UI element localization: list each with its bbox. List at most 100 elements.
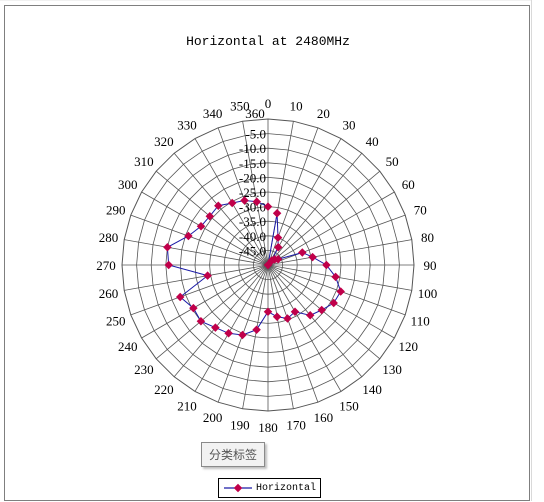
legend-label: Horizontal — [256, 482, 317, 494]
angle-spoke — [141, 191, 269, 266]
radial-tick-label: -10.0 — [239, 141, 266, 156]
right-scroll-region — [531, 0, 544, 501]
angle-tick-label: 20 — [317, 106, 330, 121]
angle-spoke — [267, 214, 406, 266]
radar-chart: -5.0-10.0-15.0-20.0-25.0-30.0-35.0-40.0-… — [96, 96, 437, 435]
angle-spoke — [217, 127, 269, 266]
angle-tick-label: 220 — [154, 382, 174, 397]
data-point — [272, 312, 282, 322]
angle-spoke — [173, 264, 269, 378]
angle-spoke — [267, 138, 342, 266]
angle-tick-label: 320 — [154, 134, 174, 149]
data-point — [273, 243, 283, 252]
angle-tick-label: 250 — [106, 313, 126, 328]
angle-tick-label: 260 — [99, 286, 119, 301]
data-point — [331, 272, 340, 282]
angle-spoke — [130, 264, 269, 316]
data-point — [263, 202, 273, 211]
angle-spoke — [267, 191, 395, 266]
radial-tick-label: -45.0 — [239, 243, 266, 258]
angle-tick-label: 170 — [286, 418, 306, 433]
angle-tick-label: 80 — [421, 230, 434, 245]
angle-spoke — [267, 264, 412, 291]
angle-tick-label: 230 — [134, 362, 154, 377]
chart-area[interactable]: -5.0 -10.0 -15.0 -20.0 -25.0 -30.0 -35.0 -40.0-… — [4, 5, 530, 501]
radial-tick-label: -15.0 — [239, 156, 266, 171]
angle-tick-label: 90 — [424, 258, 437, 273]
data-point — [196, 317, 206, 326]
angle-spoke — [141, 264, 269, 339]
angle-tick-label: 240 — [118, 339, 138, 354]
angle-spoke — [173, 152, 269, 266]
angle-spoke — [267, 127, 319, 266]
data-point — [175, 292, 185, 302]
data-point — [273, 254, 283, 264]
angle-tick-label: 140 — [362, 382, 382, 397]
angle-tick-label: 300 — [118, 177, 138, 192]
chart-title: Horizontal at 2480MHz — [186, 34, 350, 49]
angle-tick-label: 350 — [230, 99, 250, 114]
angle-tick-label: 210 — [177, 398, 197, 413]
angle-tick-label: 60 — [402, 177, 415, 192]
angle-tick-label: 180 — [258, 420, 278, 435]
data-point — [252, 197, 262, 206]
angle-spoke — [124, 264, 269, 291]
data-point — [305, 311, 315, 320]
data-point — [290, 307, 300, 317]
data-point — [211, 323, 220, 332]
legend-marker-icon — [224, 483, 252, 493]
angle-spoke — [267, 264, 319, 403]
angle-tick-label: 290 — [106, 203, 126, 218]
angle-tick-label: 0 — [265, 96, 272, 111]
angle-tick-label: 330 — [177, 118, 197, 133]
angle-spoke — [267, 170, 381, 266]
radial-tick-label: -5.0 — [245, 127, 266, 142]
data-point — [227, 198, 237, 208]
angle-tick-label: 50 — [386, 154, 399, 169]
angle-spoke — [242, 264, 269, 409]
data-point — [329, 298, 338, 308]
data-point — [317, 305, 326, 315]
data-point — [240, 196, 249, 205]
radial-tick-label: -20.0 — [239, 170, 266, 185]
data-point — [214, 201, 223, 210]
category-label-tooltip: 分类标签 — [201, 442, 266, 467]
data-point — [205, 211, 215, 221]
data-point — [273, 233, 283, 242]
data-point — [184, 231, 193, 241]
angle-spoke — [130, 214, 269, 266]
angle-tick-label: 160 — [314, 410, 334, 425]
radial-tick-label: -35.0 — [239, 214, 266, 229]
data-point — [203, 271, 212, 280]
angle-spoke — [267, 152, 363, 266]
angle-tick-label: 30 — [343, 118, 356, 133]
angle-spoke — [267, 264, 406, 316]
angle-tick-label: 150 — [339, 398, 359, 413]
data-point — [263, 307, 273, 316]
data-point — [308, 252, 317, 262]
angle-tick-label: 310 — [134, 154, 154, 169]
radial-tick-label: -25.0 — [239, 185, 266, 200]
data-point — [164, 260, 173, 270]
data-point — [196, 222, 206, 231]
data-point — [283, 314, 292, 323]
data-point — [238, 330, 247, 340]
angle-tick-label: 340 — [203, 106, 223, 121]
angle-spoke — [267, 264, 294, 409]
angle-tick-label: 270 — [96, 258, 116, 273]
angle-spoke — [124, 239, 269, 266]
angle-tick-label: 120 — [399, 339, 419, 354]
angle-spoke — [155, 264, 269, 360]
angle-spoke — [267, 264, 363, 378]
angle-spoke — [194, 264, 269, 392]
angle-spoke — [267, 239, 412, 266]
angle-spoke — [242, 121, 269, 266]
angle-tick-label: 70 — [414, 203, 427, 218]
data-point — [336, 287, 345, 296]
angle-tick-label: 10 — [290, 99, 303, 114]
angle-spoke — [267, 264, 342, 392]
data-point — [322, 260, 331, 270]
data-point — [189, 303, 198, 313]
data-point — [298, 248, 307, 257]
chart-legend[interactable]: Horizontal — [218, 478, 321, 498]
